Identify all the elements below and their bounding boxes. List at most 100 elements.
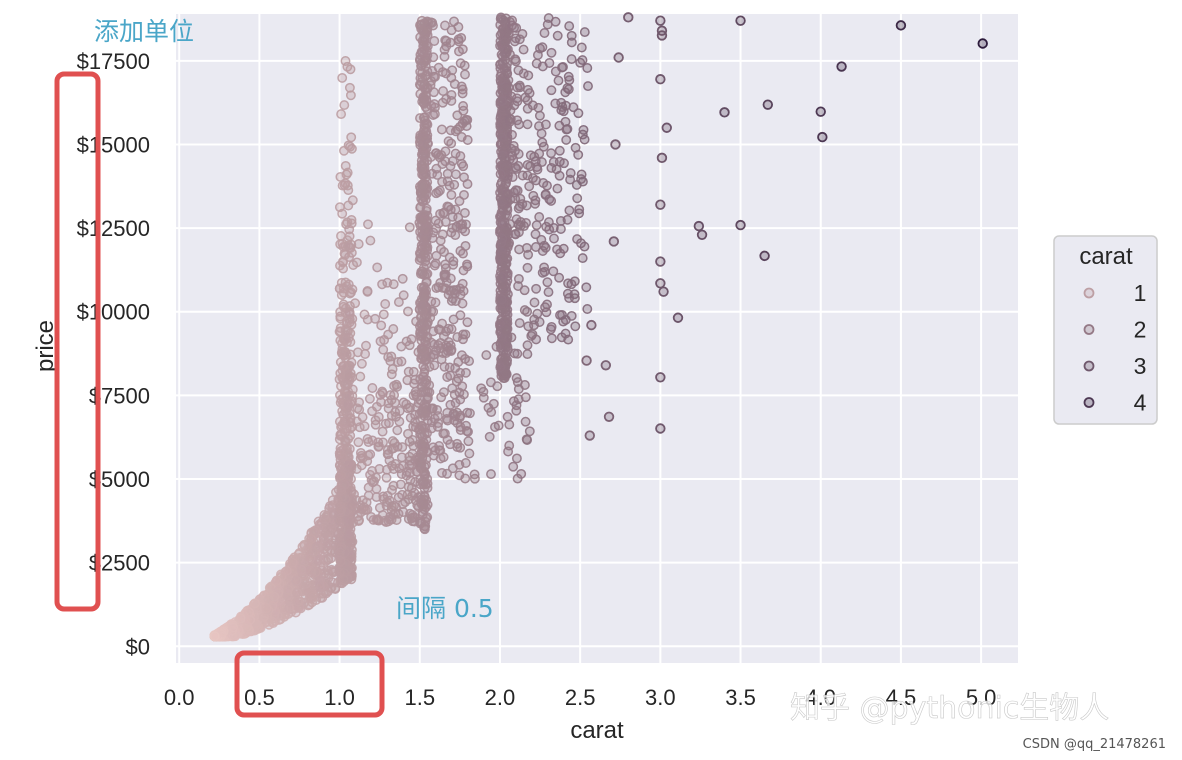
y-tick-label: $10000 xyxy=(77,300,150,325)
cloud-point xyxy=(563,84,574,95)
cloud-point xyxy=(418,344,429,354)
cloud-point xyxy=(521,434,532,445)
cloud-point xyxy=(446,72,457,83)
x-tick-label: 3.5 xyxy=(725,685,756,710)
cloud-point xyxy=(410,386,421,397)
cloud-point xyxy=(291,575,302,586)
cloud-point xyxy=(564,75,575,86)
data-point xyxy=(656,152,668,164)
cloud-point xyxy=(582,63,593,73)
cloud-point xyxy=(566,37,577,48)
cloud-point xyxy=(404,222,415,233)
cloud-point xyxy=(502,411,513,422)
cloud-point xyxy=(348,260,359,270)
cloud-point xyxy=(546,47,557,58)
cloud-point xyxy=(339,547,350,558)
x-tick-label: 1.0 xyxy=(324,685,355,710)
cloud-point xyxy=(458,389,469,400)
cloud-point xyxy=(377,426,388,437)
cloud-point xyxy=(456,32,467,43)
cloud-point xyxy=(345,90,356,101)
cloud-point xyxy=(544,194,555,205)
cloud-point xyxy=(343,240,354,251)
cloud-point xyxy=(524,181,535,192)
cloud-point xyxy=(259,611,269,622)
cloud-point xyxy=(386,444,397,454)
cloud-point xyxy=(378,494,389,505)
data-point xyxy=(817,131,828,143)
cloud-point xyxy=(374,502,385,513)
cloud-point xyxy=(415,491,426,502)
cloud-point xyxy=(342,408,353,419)
cloud-point xyxy=(578,124,589,135)
cloud-point xyxy=(353,437,364,448)
cloud-point xyxy=(407,435,418,445)
cloud-point xyxy=(577,176,588,187)
cloud-point xyxy=(508,461,519,472)
data-point xyxy=(600,360,612,371)
cloud-point xyxy=(421,513,432,524)
data-point xyxy=(693,220,705,232)
cloud-point xyxy=(562,124,573,134)
annotation-interval: 间隔 0.5 xyxy=(396,594,494,623)
cloud-point xyxy=(437,229,448,240)
cloud-point xyxy=(440,259,451,270)
cloud-point xyxy=(335,239,346,250)
cloud-point xyxy=(425,312,436,323)
cloud-point xyxy=(464,448,475,459)
cloud-point xyxy=(528,190,539,201)
cloud-point xyxy=(439,51,450,62)
data-point xyxy=(696,229,708,240)
cloud-point xyxy=(543,13,554,24)
cloud-point xyxy=(445,273,456,284)
cloud-point xyxy=(498,251,509,262)
legend-marker xyxy=(1083,324,1095,335)
cloud-point xyxy=(522,349,533,360)
data-point xyxy=(581,355,592,366)
cloud-point xyxy=(362,434,373,444)
cloud-point xyxy=(337,180,348,191)
cloud-point xyxy=(511,453,522,464)
cloud-point xyxy=(437,67,448,78)
cloud-point xyxy=(403,481,414,492)
cloud-point xyxy=(327,577,338,588)
cloud-point xyxy=(478,392,489,403)
x-tick-label: 3.0 xyxy=(645,685,676,710)
cloud-point xyxy=(339,424,350,435)
cloud-point xyxy=(418,371,429,382)
cloud-point xyxy=(430,297,441,308)
cloud-point xyxy=(485,377,496,388)
cloud-point xyxy=(510,33,521,44)
cloud-point xyxy=(307,589,318,600)
cloud-point xyxy=(502,189,513,200)
cloud-point xyxy=(435,445,446,456)
cloud-point xyxy=(383,352,394,363)
cloud-point xyxy=(421,25,432,36)
cloud-point xyxy=(404,451,415,462)
cloud-point xyxy=(546,85,557,96)
cloud-point xyxy=(424,361,435,372)
cloud-point xyxy=(497,14,508,25)
cloud-point xyxy=(423,138,433,149)
x-tick-label: 1.5 xyxy=(404,685,435,710)
cloud-point xyxy=(452,442,463,453)
cloud-point xyxy=(497,233,508,244)
cloud-point xyxy=(564,293,575,303)
cloud-point xyxy=(561,134,572,145)
cloud-point xyxy=(343,400,354,410)
cloud-point xyxy=(387,460,398,471)
cloud-point xyxy=(461,219,471,230)
legend-label: 4 xyxy=(1134,390,1147,416)
cloud-point xyxy=(549,233,559,244)
cloud-point xyxy=(557,102,568,112)
cloud-point xyxy=(564,21,575,32)
cloud-point xyxy=(315,588,326,599)
cloud-point xyxy=(500,139,511,150)
cloud-point xyxy=(296,564,307,575)
cloud-point xyxy=(394,416,405,427)
cloud-point xyxy=(340,249,351,260)
cloud-point xyxy=(512,473,523,484)
cloud-point xyxy=(261,603,272,614)
cloud-point xyxy=(435,453,446,464)
cloud-point xyxy=(548,266,559,277)
